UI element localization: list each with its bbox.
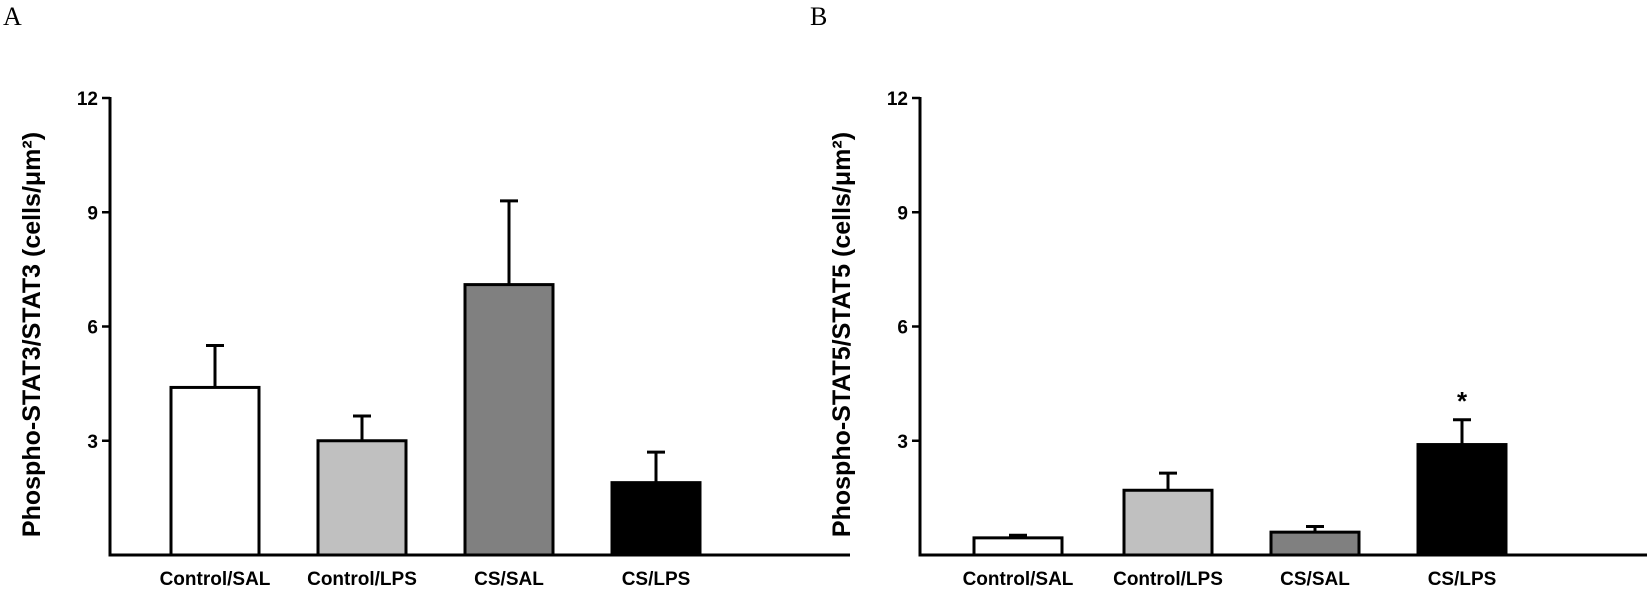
y-axis-label: Phospho-STAT5/STAT5 (cells/μm²) xyxy=(828,132,856,537)
x-tick-label: CS/SAL xyxy=(1280,569,1350,590)
y-tick-label: 12 xyxy=(887,89,908,110)
bar-control-sal xyxy=(169,385,261,557)
x-tick-label: Control/LPS xyxy=(307,569,417,590)
bar-control-lps xyxy=(1122,488,1214,557)
x-tick-label: Control/LPS xyxy=(1113,569,1223,590)
y-tick-label: 12 xyxy=(77,89,98,110)
panel-letter: B xyxy=(810,2,827,31)
bar-cs-lps xyxy=(610,481,702,557)
y-tick-label: 9 xyxy=(897,203,908,224)
panel-letter: A xyxy=(3,2,22,31)
significance-marker: * xyxy=(1457,386,1468,416)
y-axis-label: Phospho-STAT3/STAT3 (cells/μm²) xyxy=(18,132,46,537)
y-tick-label: 3 xyxy=(897,432,908,453)
y-tick-label: 6 xyxy=(87,318,98,339)
x-tick-label: CS/LPS xyxy=(622,569,691,590)
panel-a: A Phospho-STAT3/STAT3 (cells/μm²) Control/… xyxy=(3,2,850,590)
y-tick-label: 9 xyxy=(87,203,98,224)
bar-cs-sal xyxy=(463,283,555,557)
bar-control-sal xyxy=(972,536,1064,557)
y-tick-label: 6 xyxy=(897,318,908,339)
bar-cs-sal xyxy=(1269,530,1361,557)
x-tick-label: Control/SAL xyxy=(963,569,1074,590)
y-tick-label: 3 xyxy=(87,432,98,453)
panel-b: B Phospho-STAT5/STAT5 (cells/μm²) Control/… xyxy=(810,2,1647,590)
x-tick-label: Control/SAL xyxy=(160,569,271,590)
x-tick-label: CS/LPS xyxy=(1428,569,1497,590)
bar-control-lps xyxy=(316,439,408,557)
x-tick-label: CS/SAL xyxy=(474,569,544,590)
bar-cs-lps xyxy=(1416,443,1508,557)
